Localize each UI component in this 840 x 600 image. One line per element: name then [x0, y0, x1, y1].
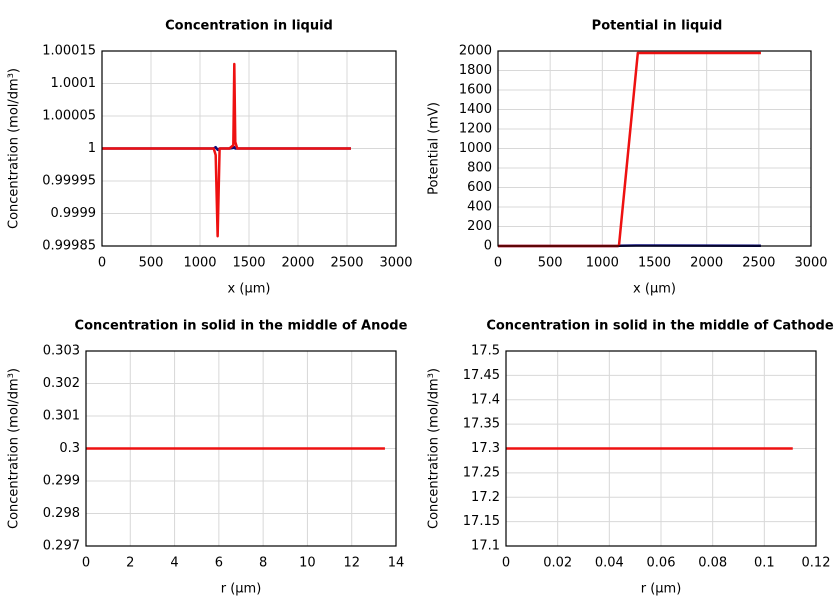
- x-tick-label: 500: [139, 256, 164, 271]
- x-tick-label: 2: [126, 556, 134, 571]
- x-tick-label: 0.02: [543, 556, 572, 571]
- y-tick-label: 17.15: [463, 514, 500, 529]
- x-tick-label: 1000: [183, 256, 216, 271]
- x-tick-label: 0.06: [647, 556, 676, 571]
- x-tick-label: 0: [502, 556, 510, 571]
- x-tick-label: 0.04: [595, 556, 624, 571]
- y-tick-label: 1: [88, 141, 96, 156]
- x-tick-label: 12: [343, 556, 360, 571]
- y-axis-label: Concentration (mol/dm³): [7, 368, 22, 529]
- y-tick-label: 1.0001: [51, 76, 97, 91]
- x-tick-label: 8: [259, 556, 267, 571]
- y-tick-label: 1400: [459, 102, 492, 117]
- y-tick-label: 0.99995: [42, 174, 96, 189]
- y-tick-label: 1800: [459, 63, 492, 78]
- y-tick-label: 200: [467, 219, 492, 234]
- x-tick-label: 0: [494, 256, 502, 271]
- y-tick-label: 1.00015: [42, 44, 96, 59]
- x-tick-label: 0.12: [802, 556, 831, 571]
- x-tick-label: 14: [388, 556, 405, 571]
- x-tick-label: 0.1: [754, 556, 775, 571]
- y-tick-label: 0.9999: [51, 206, 97, 221]
- x-tick-label: 3000: [794, 256, 827, 271]
- x-axis-label: x (µm): [633, 282, 676, 297]
- chart-title: Concentration in solid in the middle of …: [486, 319, 834, 334]
- x-tick-label: 10: [299, 556, 316, 571]
- x-axis-label: r (µm): [221, 582, 262, 597]
- y-tick-label: 0.3: [59, 441, 80, 456]
- y-tick-label: 0.297: [43, 539, 80, 554]
- x-tick-label: 0: [82, 556, 90, 571]
- y-tick-label: 400: [467, 200, 492, 215]
- x-axis-label: x (µm): [228, 282, 271, 297]
- y-tick-label: 0.299: [43, 474, 80, 489]
- chart-title: Concentration in solid in the middle of …: [75, 319, 408, 334]
- y-tick-label: 2000: [459, 44, 492, 59]
- y-tick-label: 0.301: [43, 409, 80, 424]
- plot-frame: [497, 50, 812, 247]
- y-tick-label: 0.303: [43, 344, 80, 359]
- x-tick-label: 500: [538, 256, 563, 271]
- x-tick-label: 2000: [690, 256, 723, 271]
- y-tick-label: 0.302: [43, 376, 80, 391]
- x-tick-label: 0.08: [698, 556, 727, 571]
- y-tick-label: 17.5: [471, 344, 500, 359]
- y-tick-label: 17.25: [463, 465, 500, 480]
- x-tick-label: 3000: [379, 256, 412, 271]
- x-tick-label: 4: [170, 556, 178, 571]
- y-tick-label: 1600: [459, 83, 492, 98]
- x-tick-label: 2500: [742, 256, 775, 271]
- y-tick-label: 17.1: [471, 539, 500, 554]
- y-axis-label: Concentration (mol/dm³): [7, 68, 22, 229]
- plot-frame: [505, 350, 817, 547]
- chart-title: Concentration in liquid: [165, 19, 333, 34]
- x-tick-label: 6: [215, 556, 223, 571]
- y-tick-label: 17.35: [463, 417, 500, 432]
- y-tick-label: 800: [467, 161, 492, 176]
- x-axis-label: r (µm): [641, 582, 682, 597]
- plot-frame: [101, 50, 397, 247]
- x-tick-label: 2500: [330, 256, 363, 271]
- y-tick-label: 1200: [459, 122, 492, 137]
- y-tick-label: 1000: [459, 141, 492, 156]
- x-tick-label: 1500: [232, 256, 265, 271]
- y-axis-label: Concentration (mol/dm³): [427, 368, 442, 529]
- y-tick-label: 0.298: [43, 506, 80, 521]
- x-tick-label: 0: [98, 256, 106, 271]
- y-tick-label: 17.4: [471, 392, 500, 407]
- plot-frame: [85, 350, 397, 547]
- y-tick-label: 17.3: [471, 441, 500, 456]
- y-tick-label: 1.00005: [42, 109, 96, 124]
- y-tick-label: 0.99985: [42, 239, 96, 254]
- y-tick-label: 17.2: [471, 490, 500, 505]
- data-line: [102, 62, 351, 238]
- y-tick-label: 17.45: [463, 368, 500, 383]
- x-tick-label: 1000: [586, 256, 619, 271]
- chart-title: Potential in liquid: [592, 19, 723, 34]
- y-tick-label: 0: [484, 239, 492, 254]
- x-tick-label: 1500: [638, 256, 671, 271]
- data-line: [498, 51, 761, 248]
- x-tick-label: 2000: [281, 256, 314, 271]
- y-tick-label: 600: [467, 180, 492, 195]
- y-axis-label: Potential (mV): [427, 102, 442, 195]
